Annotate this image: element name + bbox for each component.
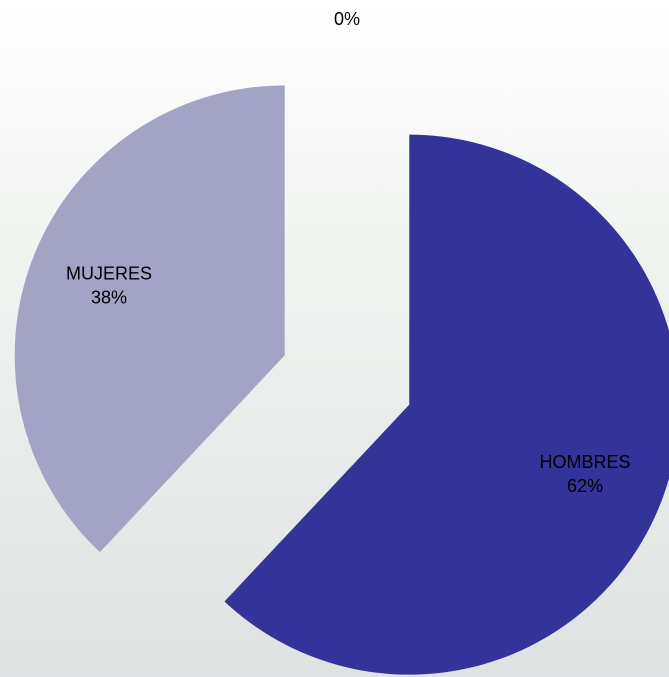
slice-value-label: 62% (567, 476, 603, 496)
slice-label: MUJERES (66, 264, 152, 284)
slice-value-label: 0% (334, 9, 360, 29)
slice-label: HOMBRES (540, 452, 631, 472)
pie: HOMBRES 62% MUJERES 38% 0% (14, 9, 669, 675)
pie-slice (224, 134, 669, 675)
slice-value-label: 38% (91, 288, 127, 308)
pie-slice (14, 85, 285, 553)
